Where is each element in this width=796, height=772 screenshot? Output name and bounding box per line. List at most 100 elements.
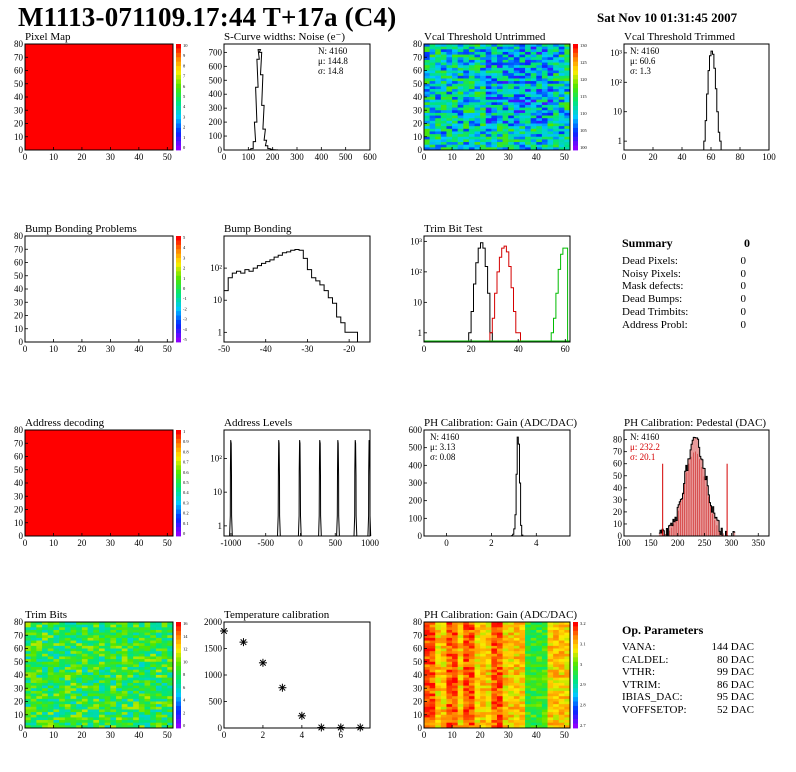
heatmap-cell: [167, 690, 174, 694]
y-tick-label: 80: [14, 231, 24, 241]
heatmap-cell: [104, 664, 111, 668]
heatmap-cell: [429, 144, 436, 148]
y-tick-label: 200: [409, 496, 423, 506]
heatmap-cell: [480, 142, 487, 146]
heatmap-cell: [457, 128, 464, 132]
heatmap-cell: [468, 664, 475, 668]
heatmap-cell: [558, 46, 565, 50]
heatmap-cell: [536, 690, 543, 694]
palette-label: 1: [183, 276, 185, 281]
heatmap-cell: [536, 75, 543, 79]
heatmap-cell: [564, 83, 571, 87]
heatmap-cell: [457, 661, 464, 665]
heatmap-cell: [468, 59, 475, 63]
heatmap-cell: [121, 667, 128, 671]
heatmap-cell: [513, 75, 520, 79]
heatmap-cell: [429, 78, 436, 82]
heatmap-cell: [446, 661, 453, 665]
heatmap-cell: [144, 709, 151, 713]
heatmap-cell: [480, 112, 487, 116]
plot-frame: [223, 429, 371, 537]
heatmap-cell: [502, 59, 509, 63]
heatmap-cell: [93, 622, 100, 626]
y-tick-label: 10³: [410, 236, 422, 246]
heatmap-cell: [440, 86, 447, 90]
heatmap-cell: [519, 86, 526, 90]
address-peak: [336, 440, 340, 537]
heatmap-cell: [547, 714, 554, 718]
heatmap-cell: [167, 701, 174, 705]
palette-label: 5: [183, 94, 186, 99]
heatmap-cell: [530, 73, 537, 77]
palette-segment: [573, 675, 578, 680]
heatmap-cell: [121, 725, 128, 729]
heatmap-cell: [485, 107, 492, 111]
y-tick-label: 60: [14, 258, 24, 268]
heatmap-cell: [468, 701, 475, 705]
heatmap-cell: [76, 677, 83, 681]
palette-label: 2: [183, 266, 185, 271]
x-tick-label: 200: [266, 152, 280, 162]
heatmap-cell: [485, 635, 492, 639]
heatmap-cell: [525, 677, 532, 681]
heatmap-cell: [70, 672, 77, 676]
heatmap-cell: [76, 685, 83, 689]
heatmap-cell: [541, 624, 548, 628]
palette-segment: [176, 136, 181, 142]
heatmap-cell: [42, 701, 49, 705]
heatmap-cell: [150, 659, 157, 663]
palette-segment: [176, 324, 181, 330]
heatmap-cell: [440, 51, 447, 55]
heatmap-cell: [93, 653, 100, 657]
heatmap-cell: [457, 107, 464, 111]
y-tick-label: 70: [413, 52, 423, 62]
heatmap-cell: [508, 675, 515, 679]
heatmap-cell: [491, 104, 498, 108]
palette-segment: [176, 271, 181, 277]
heatmap-cell: [497, 70, 504, 74]
heatmap-cell: [468, 97, 475, 101]
heatmap-cell: [452, 648, 459, 652]
heatmap-cell: [558, 698, 565, 702]
heatmap-cell: [30, 701, 37, 705]
heatmap-cell: [70, 688, 77, 692]
heatmap-cell: [47, 627, 54, 631]
heatmap-cell: [525, 635, 532, 639]
y-tick-label: 80: [613, 435, 623, 445]
heatmap-cell: [42, 672, 49, 676]
heatmap-cell: [424, 661, 431, 665]
heatmap-cell: [474, 648, 481, 652]
heatmap-cell: [474, 637, 481, 641]
heatmap-cell: [513, 115, 520, 119]
heatmap-cell: [491, 637, 498, 641]
heatmap-cell: [564, 94, 571, 98]
heatmap-cell: [530, 59, 537, 63]
heatmap-cell: [564, 115, 571, 119]
palette-segment: [176, 293, 181, 299]
heatmap-cell: [497, 142, 504, 146]
heatmap-cell: [133, 645, 140, 649]
heatmap-cell: [424, 685, 431, 689]
heatmap-cell: [564, 624, 571, 628]
heatmap-cell: [497, 693, 504, 697]
heatmap-cell: [167, 696, 174, 700]
palette-label: 4: [183, 104, 186, 109]
heatmap-cell: [429, 46, 436, 50]
heatmap-cell: [541, 110, 548, 114]
y-tick-label: 0: [19, 337, 24, 347]
heatmap-cell: [474, 83, 481, 87]
heatmap-cell: [463, 672, 470, 676]
heatmap-cell: [127, 659, 134, 663]
palette-segment: [176, 710, 181, 716]
summary-value: 0: [740, 280, 747, 293]
heatmap-cell: [457, 717, 464, 721]
heatmap-cell: [497, 62, 504, 66]
heatmap-cell: [87, 672, 94, 676]
heatmap-cell: [440, 664, 447, 668]
heatmap-cell: [435, 81, 442, 85]
x-tick-label: 30: [106, 730, 116, 740]
heatmap-cell: [541, 78, 548, 82]
heatmap-cell: [429, 147, 436, 151]
heatmap-cell: [553, 86, 560, 90]
heatmap-cell: [64, 685, 71, 689]
